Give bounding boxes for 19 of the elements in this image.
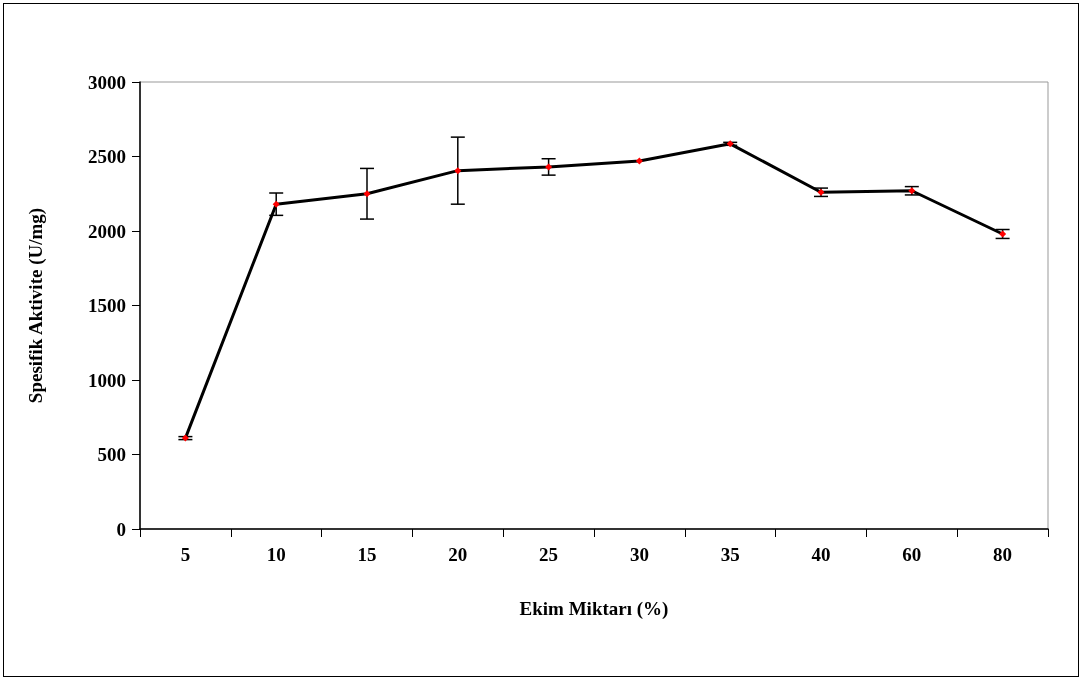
y-tick-label: 1500 (88, 295, 126, 316)
x-tick-label: 15 (357, 544, 377, 565)
x-tick-label: 80 (993, 544, 1013, 565)
y-tick-label: 3000 (88, 71, 126, 93)
y-axis-title: Spesifik Aktivite (U/mg) (25, 207, 47, 404)
x-axis-title: Ekim Miktarı (%) (519, 598, 669, 620)
x-tick-label: 5 (180, 544, 191, 565)
y-tick-label: 500 (97, 444, 126, 465)
x-tick-label: 25 (539, 544, 559, 565)
y-tick-label: 2500 (88, 146, 126, 167)
x-tick-label: 20 (448, 544, 468, 565)
y-tick-label: 2000 (88, 220, 126, 242)
x-tick-label: 10 (266, 544, 286, 565)
x-tick-label: 60 (902, 544, 922, 565)
x-tick-label: 35 (720, 544, 740, 565)
y-tick-label: 0 (116, 518, 126, 540)
x-tick-label: 40 (811, 544, 831, 565)
x-tick-label: 30 (629, 544, 649, 565)
y-tick-label: 1000 (88, 369, 126, 391)
